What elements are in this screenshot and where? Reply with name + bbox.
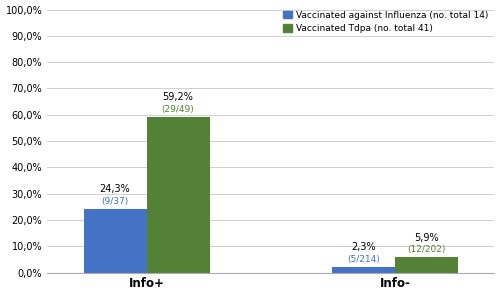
Text: 2,3%: 2,3%	[352, 242, 376, 252]
Legend: Vaccinated against Influenza (no. total 14), Vaccinated Tdpa (no. total 41): Vaccinated against Influenza (no. total …	[282, 9, 490, 35]
Bar	[146, 117, 210, 273]
Text: 59,2%: 59,2%	[162, 92, 194, 102]
Text: (29/49): (29/49)	[162, 105, 194, 114]
Text: 24,3%: 24,3%	[100, 184, 130, 194]
Bar	[332, 266, 395, 273]
Text: 5,9%: 5,9%	[414, 233, 439, 243]
Bar	[84, 209, 146, 273]
Text: (9/37): (9/37)	[102, 197, 128, 206]
Text: (5/214): (5/214)	[347, 255, 380, 264]
Text: (12/202): (12/202)	[408, 245, 446, 255]
Bar	[395, 257, 458, 273]
